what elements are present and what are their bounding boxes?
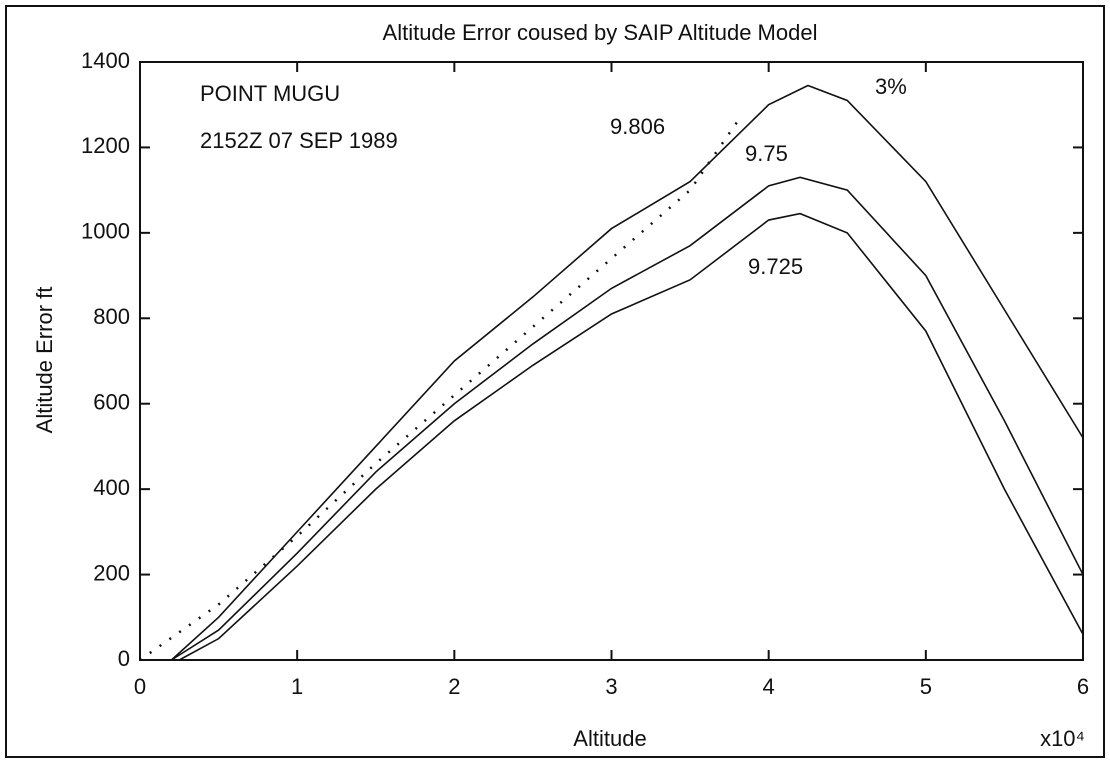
- frame: [5, 5, 1105, 758]
- series-line: [171, 176, 1084, 661]
- chart-title: Altitude Error coused by SAIP Altitude M…: [383, 20, 818, 45]
- x-axis-label: Altitude: [573, 726, 646, 751]
- y-tick-label: 800: [93, 304, 130, 329]
- y-tick-label: 1200: [81, 133, 130, 158]
- series-line: [178, 212, 1084, 661]
- y-tick-label: 1000: [81, 219, 130, 244]
- x-tick-label: 0: [134, 674, 146, 699]
- y-tick-label: 600: [93, 390, 130, 415]
- series-label: 9.725: [748, 254, 803, 279]
- x-tick-label: 2: [448, 674, 460, 699]
- y-tick-label: 400: [93, 475, 130, 500]
- x-tick-label: 1: [291, 674, 303, 699]
- series-label: 3%: [875, 74, 907, 99]
- x-tick-label: 4: [763, 674, 775, 699]
- x-multiplier: x10⁴: [1040, 726, 1085, 751]
- x-tick-label: 3: [605, 674, 617, 699]
- series-label: 9.75: [745, 141, 788, 166]
- y-tick-label: 1400: [81, 48, 130, 73]
- x-tick-label: 5: [920, 674, 932, 699]
- y-axis-label: Altitude Error ft: [32, 287, 57, 434]
- y-tick-label: 200: [93, 560, 130, 585]
- series-line: [139, 121, 739, 662]
- annotation: 2152Z 07 SEP 1989: [200, 128, 398, 153]
- x-tick-label: 6: [1077, 674, 1089, 699]
- annotation: POINT MUGU: [200, 81, 340, 106]
- series-label: 9.806: [610, 114, 665, 139]
- y-tick-label: 0: [118, 646, 130, 671]
- series-line: [170, 84, 1084, 661]
